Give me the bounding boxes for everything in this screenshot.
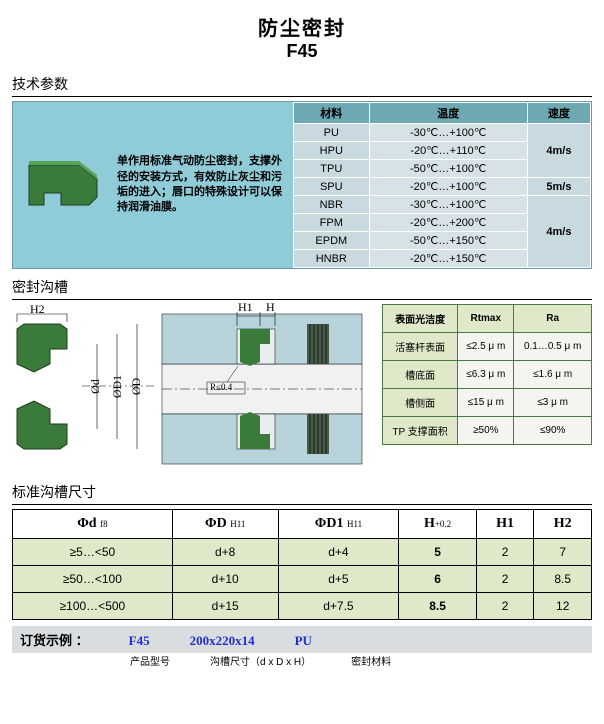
tech-left: 单作用标准气动防尘密封，支撑外径的安装方式，有效防止灰尘和污垢的进入；唇口的特殊… — [13, 102, 293, 268]
dc: d+5 — [278, 566, 399, 593]
temp: -50℃…+150℃ — [369, 232, 527, 250]
dh-D: ΦD H11 — [172, 510, 278, 539]
order-model: F45 — [129, 633, 150, 649]
lbl-H2: H2 — [30, 302, 45, 317]
mat: SPU — [294, 178, 370, 196]
lbl-H1: H1 — [238, 300, 253, 315]
section-groove-header: 密封沟槽 — [12, 277, 592, 300]
sf-label: 活塞杆表面 — [383, 333, 458, 361]
dc: ≥50…<100 — [13, 566, 173, 593]
dc: d+8 — [172, 539, 278, 566]
dc: 2 — [476, 539, 534, 566]
dc: d+4 — [278, 539, 399, 566]
lbl-D1: ØD1 — [110, 375, 125, 398]
dh-d: Φd f8 — [13, 510, 173, 539]
sf-h-c: Ra — [514, 305, 592, 333]
mat: EPDM — [294, 232, 370, 250]
sf-rt: ≥50% — [458, 417, 514, 445]
sf-h-b: Rtmax — [458, 305, 514, 333]
dim-table: Φd f8 ΦD H11 ΦD1 H11 H+0.2 H1 H2 ≥5…<50 … — [12, 509, 592, 620]
lbl-R: R≤0.4 — [210, 382, 232, 392]
sf-rt: ≤2.5 μ m — [458, 333, 514, 361]
temp: -50℃…+100℃ — [369, 160, 527, 178]
dc: ≥100…<500 — [13, 593, 173, 620]
temp: -20℃…+100℃ — [369, 178, 527, 196]
groove-row: H2 H1 H Ød ØD1 ØD R≤0.4 表面光洁度 Rtmax Ra 活… — [12, 304, 592, 474]
mat: PU — [294, 124, 370, 142]
dc: d+15 — [172, 593, 278, 620]
dc: 5 — [399, 539, 477, 566]
sf-label: TP 支撑面积 — [383, 417, 458, 445]
temp: -20℃…+150℃ — [369, 250, 527, 268]
speed: 4m/s — [527, 124, 590, 178]
title-main: 防尘密封 — [12, 12, 592, 41]
dc: 2 — [476, 593, 534, 620]
sf-rt: ≤15 μ m — [458, 389, 514, 417]
temp: -30℃…+100℃ — [369, 196, 527, 214]
dc: d+7.5 — [278, 593, 399, 620]
lbl-d: Ød — [88, 379, 103, 394]
dh-H: H+0.2 — [399, 510, 477, 539]
dc: 12 — [534, 593, 592, 620]
order-legend: 产品型号 沟槽尺寸（d x D x H） 密封材料 — [122, 653, 592, 668]
th-temp: 温度 — [369, 103, 527, 124]
groove-diagram: H2 H1 H Ød ØD1 ØD R≤0.4 — [12, 304, 372, 474]
legend-mat: 密封材料 — [351, 653, 391, 668]
temp: -20℃…+200℃ — [369, 214, 527, 232]
dc: 6 — [399, 566, 477, 593]
title-sub: F45 — [12, 41, 592, 62]
sf-ra: 0.1…0.5 μ m — [514, 333, 592, 361]
mat: FPM — [294, 214, 370, 232]
mat: NBR — [294, 196, 370, 214]
order-mat: PU — [295, 633, 312, 649]
sf-h-a: 表面光洁度 — [383, 305, 458, 333]
dc: 8.5 — [534, 566, 592, 593]
dh-H1: H1 — [476, 510, 534, 539]
sf-ra: ≤1.6 μ m — [514, 361, 592, 389]
order-example: 订货示例 ： F45 200x220x14 PU — [12, 626, 592, 653]
legend-model: 产品型号 — [130, 653, 170, 668]
mat: HNBR — [294, 250, 370, 268]
dc: ≥5…<50 — [13, 539, 173, 566]
order-size: 200x220x14 — [190, 633, 255, 649]
lbl-D: ØD — [129, 378, 144, 395]
lbl-H: H — [266, 300, 275, 315]
speed: 5m/s — [527, 178, 590, 196]
surface-table: 表面光洁度 Rtmax Ra 活塞杆表面≤2.5 μ m0.1…0.5 μ m … — [382, 304, 592, 445]
tech-table: 材料 温度 速度 PU-30℃…+100℃4m/s HPU-20℃…+110℃ … — [293, 102, 591, 268]
speed: 4m/s — [527, 196, 590, 268]
th-material: 材料 — [294, 103, 370, 124]
sf-ra: ≤90% — [514, 417, 592, 445]
dc: d+10 — [172, 566, 278, 593]
seal-profile-icon — [19, 145, 109, 225]
temp: -20℃…+110℃ — [369, 142, 527, 160]
legend-size: 沟槽尺寸（d x D x H） — [210, 653, 311, 668]
tech-description: 单作用标准气动防尘密封，支撑外径的安装方式，有效防止灰尘和污垢的进入；唇口的特殊… — [117, 154, 287, 216]
dc: 7 — [534, 539, 592, 566]
mat: TPU — [294, 160, 370, 178]
order-label: 订货示例 ： — [20, 630, 89, 649]
tech-section: 单作用标准气动防尘密封，支撑外径的安装方式，有效防止灰尘和污垢的进入；唇口的特殊… — [12, 101, 592, 269]
section-tech-header: 技术参数 — [12, 74, 592, 97]
title-block: 防尘密封 F45 — [12, 12, 592, 62]
sf-label: 槽底面 — [383, 361, 458, 389]
dc: 8.5 — [399, 593, 477, 620]
th-speed: 速度 — [527, 103, 590, 124]
sf-rt: ≤6.3 μ m — [458, 361, 514, 389]
dh-H2: H2 — [534, 510, 592, 539]
temp: -30℃…+100℃ — [369, 124, 527, 142]
dc: 2 — [476, 566, 534, 593]
sf-label: 槽侧面 — [383, 389, 458, 417]
section-dims-header: 标准沟槽尺寸 — [12, 482, 592, 505]
sf-ra: ≤3 μ m — [514, 389, 592, 417]
mat: HPU — [294, 142, 370, 160]
dh-D1: ΦD1 H11 — [278, 510, 399, 539]
